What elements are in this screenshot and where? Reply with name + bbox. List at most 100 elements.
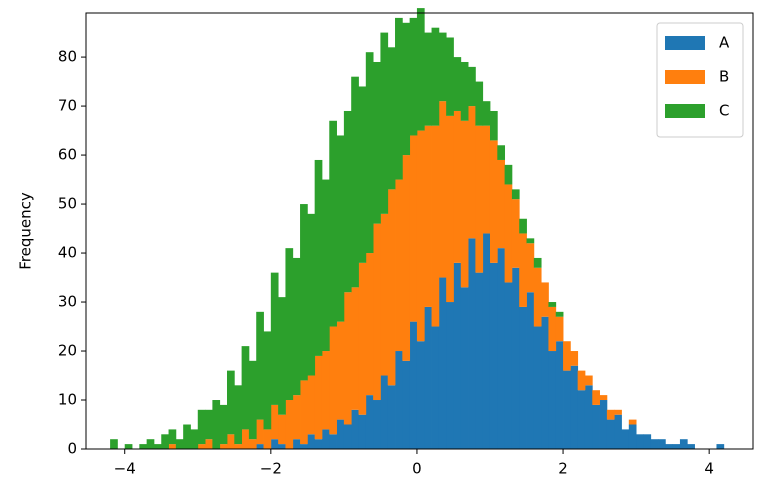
bar: [219, 404, 228, 445]
y-tick-label: 30: [58, 293, 77, 311]
bar: [526, 292, 535, 449]
x-tick-label: −2: [260, 460, 282, 478]
bar: [526, 243, 535, 293]
bar: [475, 125, 484, 273]
bar: [489, 262, 498, 449]
bar: [409, 135, 418, 322]
bar: [351, 287, 359, 410]
bar: [270, 439, 279, 449]
bar: [241, 429, 250, 449]
bar: [336, 135, 345, 322]
bar: [380, 213, 389, 376]
bar: [270, 272, 279, 405]
bar: [285, 248, 294, 401]
bar: [570, 365, 579, 449]
bar: [446, 302, 454, 449]
bar: [351, 76, 359, 288]
bar: [380, 375, 389, 449]
bar: [270, 404, 279, 440]
bar: [248, 360, 257, 440]
bar: [482, 125, 491, 234]
bar: [650, 439, 659, 449]
bar: [468, 106, 476, 239]
bar: [395, 17, 403, 180]
bar: [263, 331, 272, 430]
bar: [300, 380, 308, 445]
bar: [438, 277, 447, 449]
bar: [636, 434, 644, 449]
bar: [205, 439, 213, 449]
bar: [563, 370, 571, 449]
bar: [577, 370, 586, 391]
bar: [168, 444, 177, 449]
bar: [321, 429, 330, 449]
bar: [139, 444, 148, 449]
bar: [241, 346, 250, 430]
bar: [336, 321, 345, 420]
bar: [409, 321, 418, 449]
bar: [212, 400, 221, 449]
bar: [519, 306, 527, 449]
bar: [307, 375, 316, 435]
bar: [482, 101, 491, 126]
bar: [453, 262, 462, 449]
bar: [124, 444, 133, 449]
bar: [329, 326, 337, 435]
bar: [146, 439, 155, 449]
bar: [226, 434, 235, 449]
bar: [577, 390, 586, 449]
bar: [570, 351, 579, 366]
bar: [497, 248, 506, 449]
bar: [658, 439, 666, 449]
bar: [278, 444, 286, 449]
bar: [263, 429, 272, 449]
bar: [541, 282, 549, 317]
bar: [161, 434, 169, 449]
bar: [175, 439, 184, 449]
bar: [300, 204, 308, 381]
bar: [256, 444, 264, 449]
bar: [468, 238, 476, 449]
bar: [446, 37, 454, 116]
bar: [343, 292, 352, 425]
legend-swatch: [665, 104, 705, 118]
bar: [402, 155, 411, 361]
y-axis-label: Frequency: [17, 192, 35, 270]
bar: [402, 22, 411, 156]
x-tick-label: 2: [558, 460, 568, 478]
bar: [504, 164, 513, 185]
bar: [395, 179, 403, 352]
bar: [519, 233, 527, 307]
bar: [314, 159, 323, 356]
bar: [460, 120, 469, 288]
bar: [292, 395, 301, 440]
bar: [519, 218, 527, 234]
bar: [110, 439, 118, 449]
bar: [387, 385, 396, 449]
bar: [256, 419, 264, 445]
bar: [628, 424, 637, 449]
bar: [438, 32, 447, 102]
bar: [643, 434, 652, 449]
bar: [504, 282, 513, 449]
bar: [563, 341, 571, 371]
bar: [548, 302, 557, 307]
bar: [548, 351, 557, 449]
bar: [365, 52, 374, 254]
bar: [592, 390, 600, 405]
bar: [511, 267, 520, 449]
y-tick-label: 60: [58, 146, 77, 164]
bar: [489, 110, 498, 141]
bar: [234, 444, 243, 449]
bar: [205, 409, 213, 440]
bar: [416, 130, 425, 342]
bar: [409, 17, 418, 136]
y-tick-label: 0: [67, 440, 77, 458]
bar: [285, 400, 294, 449]
bar: [606, 419, 615, 449]
bar: [475, 272, 484, 449]
bar: [343, 110, 352, 293]
bar: [183, 424, 191, 449]
bar: [584, 385, 593, 449]
bar: [373, 61, 381, 224]
